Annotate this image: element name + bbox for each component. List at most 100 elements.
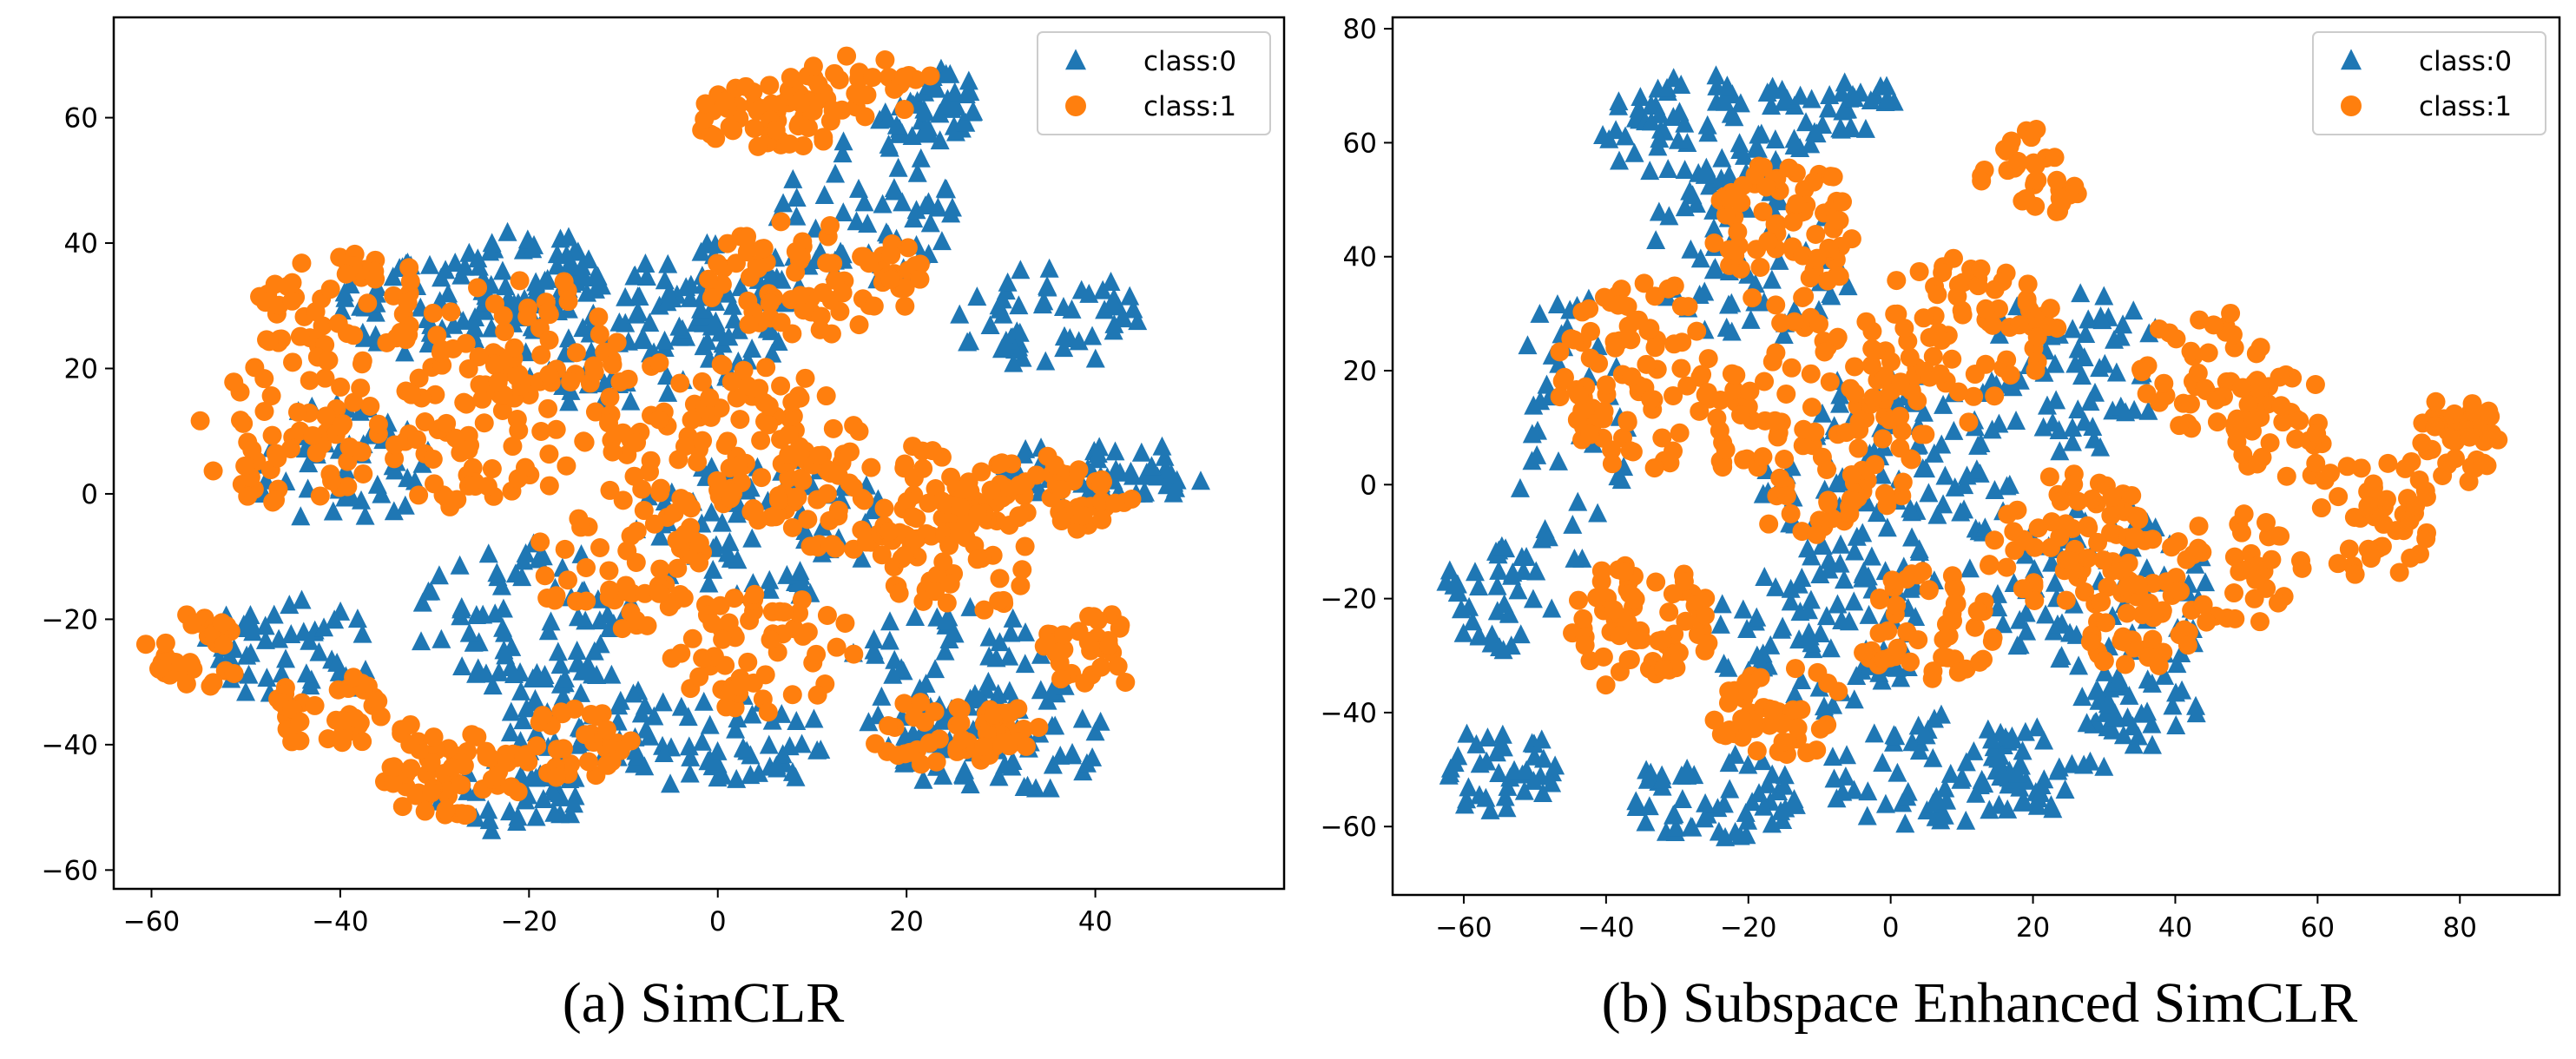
- point-class-0: [2037, 395, 2057, 415]
- point-class-0: [1671, 765, 1691, 785]
- point-class-0: [1526, 561, 1546, 581]
- point-class-0: [722, 295, 742, 315]
- point-class-0: [1937, 790, 1957, 810]
- point-class-0: [661, 773, 681, 793]
- point-class-0: [911, 148, 931, 168]
- point-class-1: [1927, 285, 1947, 305]
- point-class-0: [1697, 115, 1717, 135]
- point-class-0: [451, 599, 471, 619]
- point-class-1: [1759, 514, 1779, 534]
- point-class-1: [305, 695, 325, 715]
- point-class-1: [2378, 453, 2398, 473]
- point-class-0: [1649, 201, 1669, 221]
- point-class-1: [2017, 293, 2037, 312]
- point-class-0: [1666, 817, 1686, 837]
- point-class-1: [596, 720, 616, 740]
- point-class-1: [768, 490, 788, 510]
- point-class-1: [1009, 506, 1029, 526]
- point-class-0: [2113, 314, 2133, 334]
- point-class-0: [526, 272, 546, 292]
- point-class-1: [854, 490, 874, 510]
- point-class-1: [2474, 453, 2494, 473]
- data-points: [135, 46, 1210, 839]
- point-class-1: [2233, 444, 2253, 464]
- point-class-1: [2115, 654, 2135, 674]
- point-class-0: [872, 686, 892, 706]
- y-tick-label: −40: [1321, 698, 1377, 729]
- point-class-1: [900, 742, 920, 762]
- point-class-1: [780, 134, 800, 154]
- point-class-1: [2238, 395, 2258, 415]
- point-class-1: [779, 444, 799, 464]
- x-tick-label: −20: [501, 906, 557, 937]
- point-class-0: [623, 683, 643, 703]
- point-class-0: [2074, 347, 2094, 367]
- point-class-0: [555, 668, 575, 687]
- point-class-1: [650, 559, 670, 579]
- point-class-0: [692, 731, 712, 751]
- point-class-1: [984, 705, 1004, 725]
- point-class-0: [1812, 535, 1832, 555]
- point-class-0: [1610, 150, 1630, 170]
- point-class-1: [391, 322, 411, 342]
- point-class-1: [401, 759, 421, 779]
- point-class-1: [905, 707, 925, 727]
- point-class-0: [1453, 622, 1473, 642]
- point-class-0: [1088, 444, 1108, 464]
- point-class-0: [1711, 168, 1731, 188]
- point-class-0: [953, 765, 973, 785]
- point-class-0: [1720, 779, 1740, 799]
- point-class-0: [2050, 648, 2070, 668]
- point-class-0: [699, 573, 719, 593]
- point-class-0: [873, 194, 893, 214]
- point-class-0: [2006, 411, 2026, 430]
- point-class-1: [530, 532, 550, 552]
- point-class-1: [1909, 261, 1929, 281]
- point-class-0: [691, 241, 711, 261]
- point-class-0: [240, 605, 260, 624]
- point-class-0: [1835, 766, 1855, 786]
- point-class-0: [910, 678, 930, 698]
- point-class-1: [352, 354, 372, 374]
- point-class-1: [2000, 365, 2020, 385]
- point-class-1: [600, 580, 620, 600]
- point-class-1: [2358, 497, 2378, 516]
- point-class-1: [242, 440, 262, 460]
- point-class-0: [1762, 95, 1782, 115]
- point-class-1: [617, 541, 637, 561]
- point-class-1: [1891, 372, 1911, 392]
- point-class-1: [2305, 374, 2325, 394]
- point-class-1: [415, 801, 435, 821]
- point-class-1: [1008, 699, 1028, 719]
- point-class-0: [583, 664, 603, 684]
- point-class-1: [2276, 466, 2296, 486]
- point-class-0: [958, 332, 978, 352]
- point-class-0: [1953, 767, 1973, 787]
- point-class-0: [1940, 763, 1960, 783]
- point-class-0: [438, 283, 458, 303]
- point-class-0: [726, 719, 746, 739]
- point-class-0: [2069, 655, 2089, 675]
- point-class-1: [212, 613, 232, 633]
- point-class-1: [1829, 266, 1849, 286]
- point-class-1: [905, 530, 925, 549]
- point-class-1: [1793, 246, 1813, 266]
- point-class-0: [1988, 597, 2008, 617]
- point-class-0: [1872, 464, 1892, 484]
- point-class-0: [1163, 483, 1183, 503]
- point-class-0: [964, 101, 984, 121]
- point-class-1: [551, 702, 571, 722]
- point-class-0: [1642, 111, 1662, 131]
- point-class-1: [400, 734, 420, 754]
- point-class-1: [782, 324, 802, 344]
- point-class-1: [267, 448, 287, 468]
- point-class-1: [1892, 421, 1912, 441]
- point-class-0: [1844, 88, 1864, 107]
- point-class-1: [920, 66, 940, 86]
- point-class-1: [1565, 330, 1584, 350]
- point-class-0: [1993, 614, 2013, 634]
- point-class-0: [2138, 701, 2158, 721]
- point-class-0: [2072, 687, 2092, 707]
- point-class-1: [368, 691, 388, 711]
- point-class-1: [2102, 487, 2122, 507]
